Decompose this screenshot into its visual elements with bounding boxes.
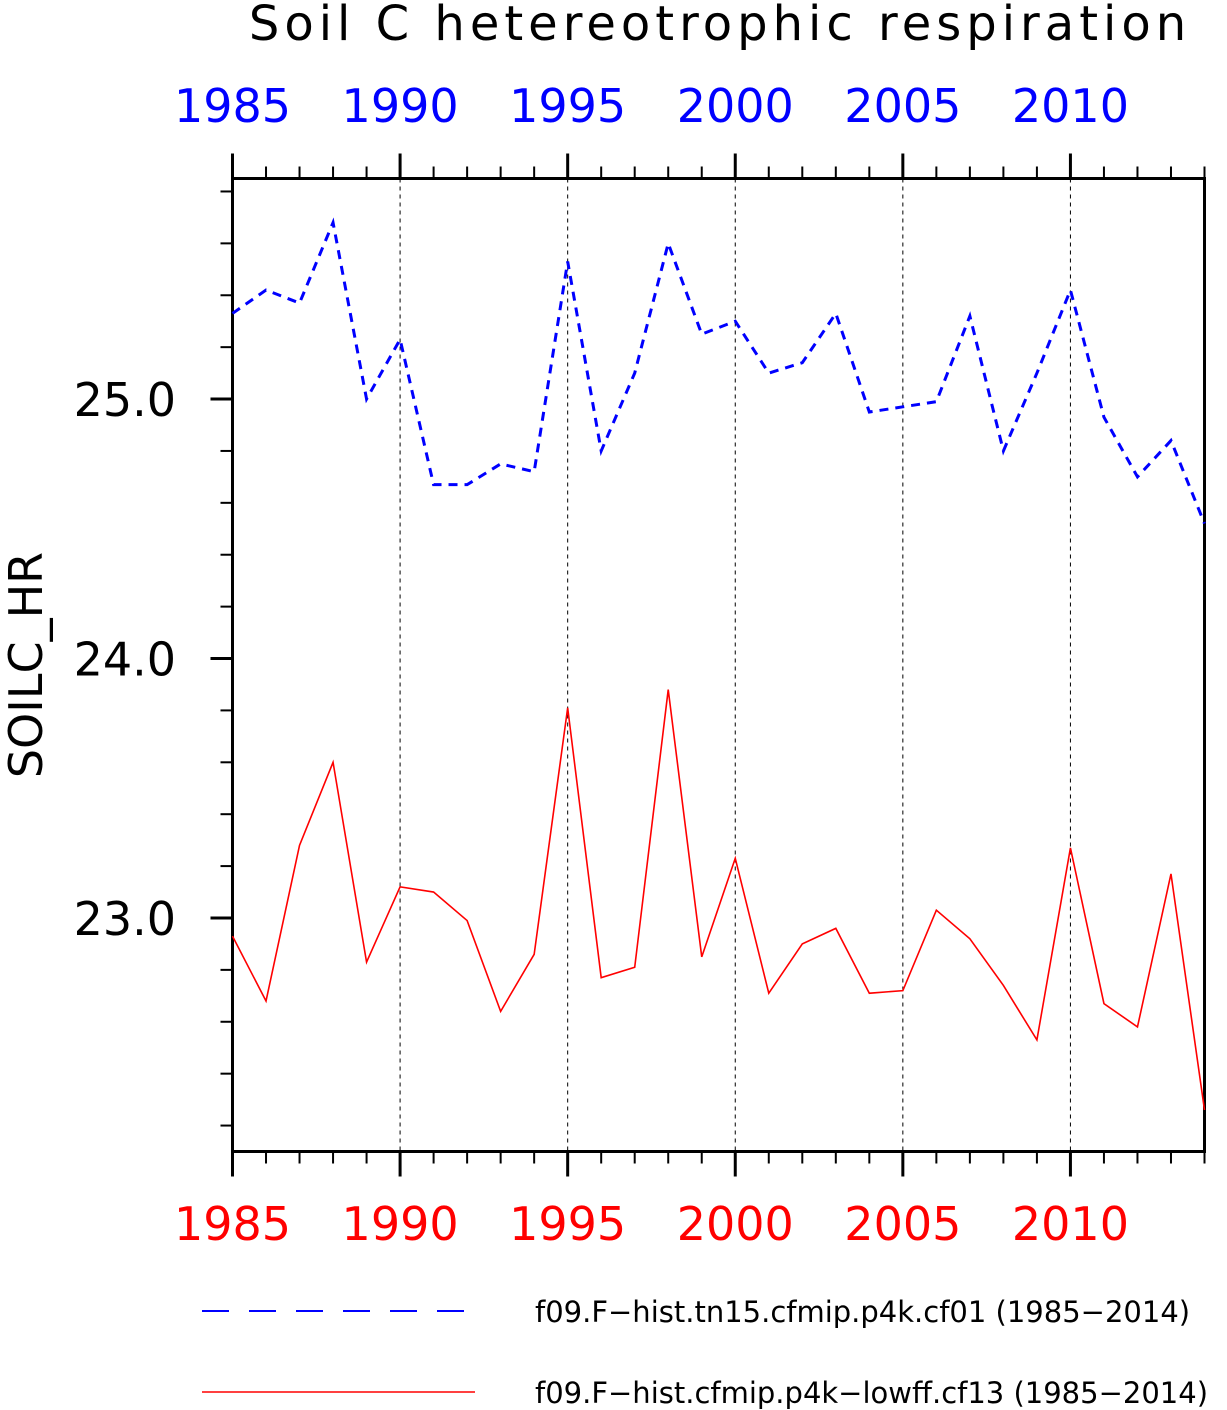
legend: f09.F−hist.tn15.cfmip.p4k.cf01 (1985−201… — [202, 1295, 1208, 1410]
y-tick-labels: 23.0 24.0 25.0 — [74, 373, 176, 946]
bottom-x-tick-label: 2010 — [1012, 1197, 1129, 1251]
y-tick-label: 23.0 — [74, 892, 176, 946]
bottom-x-tick-label: 1990 — [342, 1197, 459, 1251]
chart-title: Soil C hetereotrophic respiration — [249, 0, 1191, 52]
top-x-tick-label: 1985 — [174, 79, 291, 133]
series-line-blue — [231, 217, 1206, 525]
top-x-tick-label: 2000 — [677, 79, 794, 133]
vertical-grid — [399, 178, 1071, 1152]
legend-label-red: f09.F−hist.cfmip.p4k−lowff.cf13 (1985−20… — [535, 1376, 1208, 1410]
legend-label-blue: f09.F−hist.tn15.cfmip.p4k.cf01 (1985−201… — [535, 1295, 1190, 1329]
top-x-tick-label: 1995 — [509, 79, 626, 133]
top-x-tick-label: 2010 — [1012, 79, 1129, 133]
y-tick-label: 25.0 — [74, 373, 176, 427]
bottom-x-tick-label: 2005 — [844, 1197, 961, 1251]
top-x-tick-label: 2005 — [844, 79, 961, 133]
top-x-tick-label: 1990 — [342, 79, 459, 133]
bottom-x-tick-label: 1995 — [509, 1197, 626, 1251]
axis-ticks — [210, 153, 1206, 1177]
plot-frame — [231, 177, 1206, 1153]
bottom-x-tick-label: 1985 — [174, 1197, 291, 1251]
bottom-x-tick-labels: 1985 1990 1995 2000 2005 2010 — [174, 1197, 1129, 1251]
top-x-tick-labels: 1985 1990 1995 2000 2005 2010 — [174, 79, 1129, 133]
y-tick-label: 24.0 — [74, 633, 176, 687]
y-axis-label: SOILC_HR — [0, 552, 53, 778]
series-line-red — [231, 689, 1206, 1111]
series-lines — [231, 217, 1206, 1111]
bottom-x-tick-label: 2000 — [677, 1197, 794, 1251]
